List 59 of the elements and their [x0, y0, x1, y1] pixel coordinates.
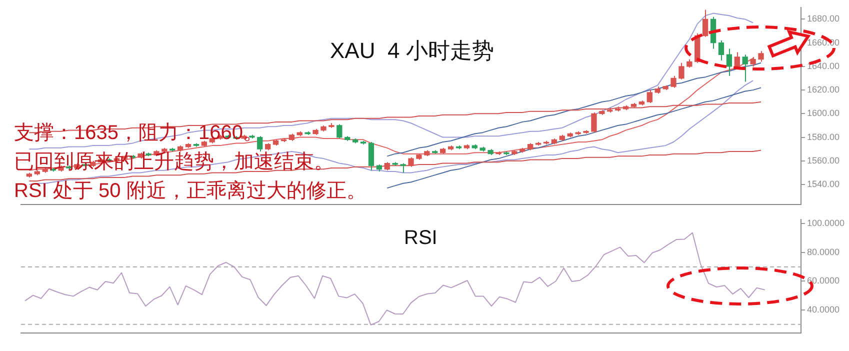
candlestick: [328, 122, 334, 128]
candlestick: [448, 145, 454, 151]
candlestick: [138, 152, 144, 160]
y-tick-label: 1660.00: [807, 37, 840, 48]
candlestick: [193, 142, 200, 148]
candlestick: [575, 130, 581, 136]
y-tick-label: 1540.00: [807, 179, 840, 190]
candlestick: [480, 146, 486, 152]
y-tick-label: 1640.00: [807, 60, 840, 71]
candlestick: [654, 86, 660, 94]
candlestick: [320, 124, 326, 132]
candlestick: [702, 9, 708, 38]
candlestick: [272, 139, 279, 146]
candlestick: [583, 130, 589, 134]
candlestick: [670, 75, 676, 88]
y-tick-label: 1600.00: [807, 108, 840, 118]
candlestick: [488, 148, 494, 156]
candlestick: [432, 150, 438, 154]
candlestick: [360, 140, 366, 145]
candlestick: [599, 110, 605, 116]
candlestick: [185, 142, 192, 148]
candlestick: [392, 162, 398, 166]
candlestick: [440, 147, 446, 154]
candlestick: [26, 172, 32, 178]
candlestick: [527, 142, 534, 151]
y-tick-label: 60.0000: [807, 276, 840, 286]
annotation: RSI 处于 50 附近，正乖离过大的修正。: [14, 179, 366, 203]
candlestick: [304, 130, 310, 136]
candlestick: [312, 128, 318, 136]
candlestick: [384, 162, 390, 171]
candlestick: [368, 142, 374, 171]
candlestick: [750, 56, 756, 67]
candlestick: [257, 136, 263, 152]
candlestick: [614, 106, 621, 112]
candlestick: [646, 90, 652, 104]
candlestick: [408, 156, 414, 168]
candlestick: [559, 134, 565, 142]
candlestick: [288, 133, 295, 142]
candlestick: [567, 132, 573, 138]
text: XAU 4 小时走势: [330, 37, 494, 65]
y-tick-label: 1620.00: [807, 84, 840, 95]
candlestick: [344, 136, 350, 142]
y-tick-label: 1560.00: [807, 155, 840, 166]
candlestick: [678, 62, 684, 80]
candlestick: [400, 162, 406, 174]
chart-title: RSI: [404, 227, 438, 250]
y-tick-label: 100.0000: [807, 218, 845, 228]
candlestick: [146, 152, 152, 157]
candlestick: [376, 164, 382, 172]
candlestick: [758, 50, 764, 62]
candlestick: [551, 138, 558, 145]
y-tick-label: 1680.00: [807, 14, 840, 24]
candlestick: [726, 48, 732, 76]
candlestick: [742, 54, 748, 82]
y-tick-label: 80.0000: [807, 246, 840, 257]
y-tick-label: 40.0000: [807, 304, 840, 314]
y-tick-label: 1580.00: [807, 132, 840, 142]
candlestick: [264, 142, 271, 151]
candlestick: [718, 40, 724, 62]
